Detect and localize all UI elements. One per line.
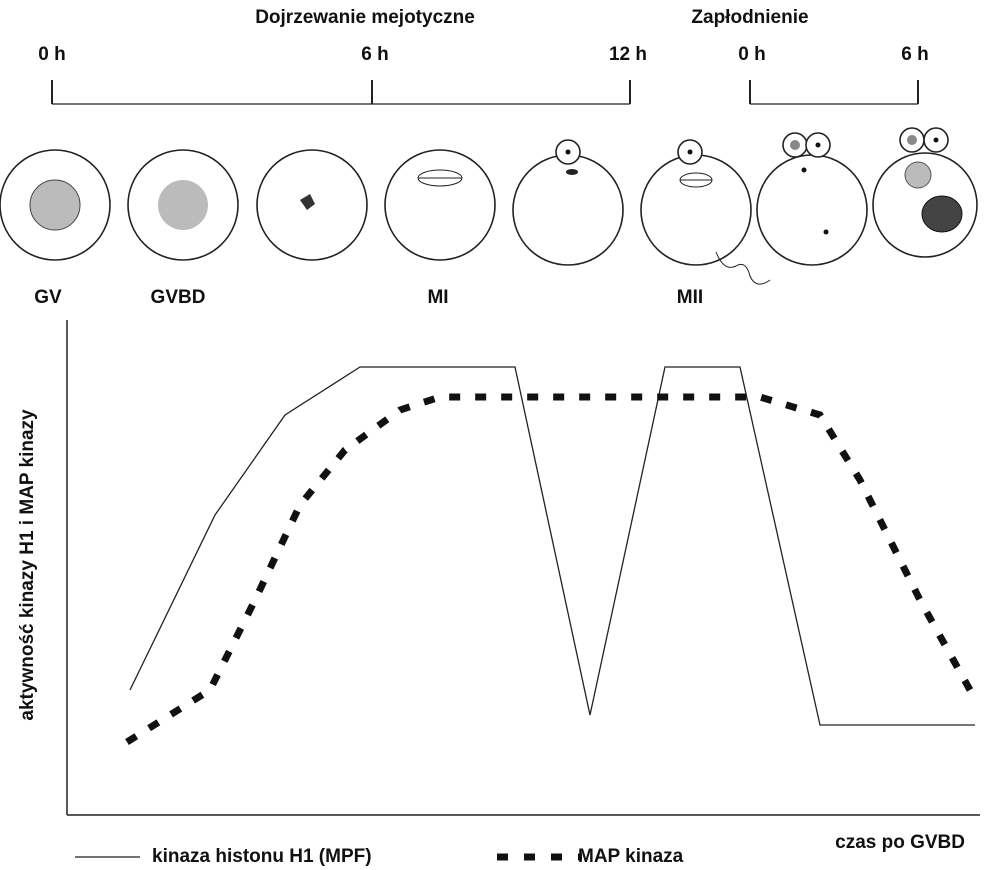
figure: Dojrzewanie mejotyczne Zapłodnienie 0 h … [0,0,984,870]
x-axis-label: czas po GVBD [835,832,965,853]
map-curve [127,397,970,742]
time-label: 0 h [38,44,65,65]
cells [0,128,977,284]
y-axis-label: aktywność kinazy H1 i MAP kinazy [17,409,38,721]
time-label: 0 h [738,44,765,65]
time-label: 6 h [901,44,928,65]
section-title: Zapłodnienie [691,7,808,28]
stage-label: GVBD [151,287,206,308]
axes [67,320,980,815]
time-label: 12 h [609,44,647,65]
stage-label: MI [427,287,448,308]
stage-label: GV [34,287,62,308]
section-title: Dojrzewanie mejotyczne [255,7,475,28]
timeline [52,80,918,104]
mpf-curve [130,367,975,725]
legend-label: kinaza histonu H1 (MPF) [152,846,372,867]
stage-label: MII [677,287,703,308]
legend-label: MAP kinaza [578,846,684,867]
time-label: 6 h [361,44,388,65]
